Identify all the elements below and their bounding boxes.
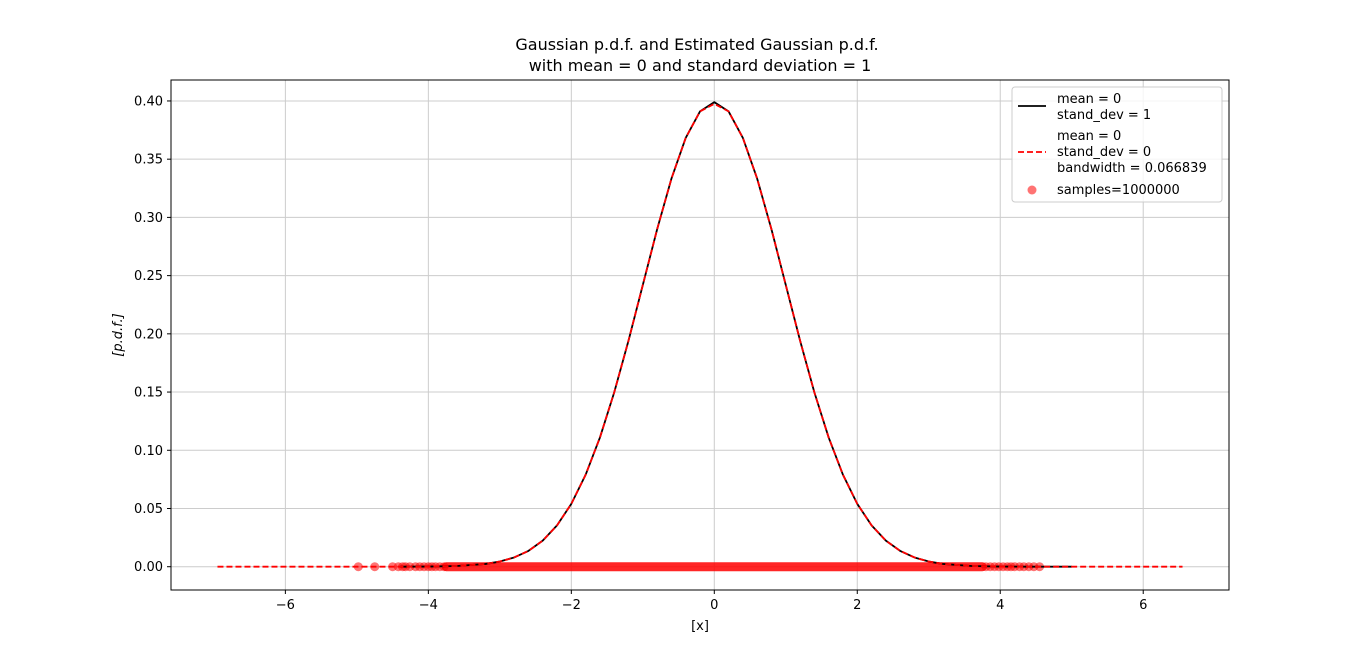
legend-box	[1011, 86, 1223, 203]
x-tick-label: 0	[710, 598, 718, 613]
x-tick-label: 6	[1139, 598, 1147, 613]
legend-label-series-1: mean = 0 stand_dev = 1	[1057, 92, 1151, 123]
y-tick-label: 0.10	[134, 444, 163, 459]
x-tick-label: 4	[996, 598, 1004, 613]
x-axis-label: [x]	[691, 619, 709, 634]
x-axis-ticks: −6 −4 −2 0 2 4 6	[276, 590, 1147, 613]
y-tick-label: 0.25	[134, 269, 163, 284]
x-tick-label: −4	[419, 598, 438, 613]
chart-title-line-2: with mean = 0 and standard deviation = 1	[529, 56, 872, 75]
y-tick-label: 0.30	[134, 211, 163, 226]
series-layer	[217, 101, 1183, 572]
y-tick-label: 0.20	[134, 327, 163, 342]
x-tick-label: −2	[562, 598, 581, 613]
y-tick-label: 0.35	[134, 153, 163, 168]
legend: mean = 0 stand_dev = 1 mean = 0 stand_de…	[1011, 86, 1223, 203]
y-axis-label: [p.d.f.]	[111, 313, 126, 356]
legend-label-series-2: mean = 0 stand_dev = 0 bandwidth = 0.066…	[1057, 129, 1207, 176]
legend-swatch-marker	[1027, 185, 1037, 195]
y-tick-label: 0.00	[134, 560, 163, 575]
y-tick-label: 0.15	[134, 386, 163, 401]
y-tick-label: 0.05	[134, 502, 163, 517]
x-tick-label: −6	[276, 598, 295, 613]
series-line-estimated-pdf	[217, 102, 1183, 568]
plot-area-frame	[170, 79, 1230, 591]
y-tick-label: 0.40	[134, 94, 163, 109]
chart-title-line-1: Gaussian p.d.f. and Estimated Gaussian p…	[515, 35, 878, 54]
y-axis-ticks: 0.00 0.05 0.10 0.15 0.20 0.25 0.30 0.35 0.40	[134, 94, 171, 575]
legend-label-series-3: samples=1000000	[1057, 183, 1180, 198]
x-tick-label: 2	[853, 598, 861, 613]
